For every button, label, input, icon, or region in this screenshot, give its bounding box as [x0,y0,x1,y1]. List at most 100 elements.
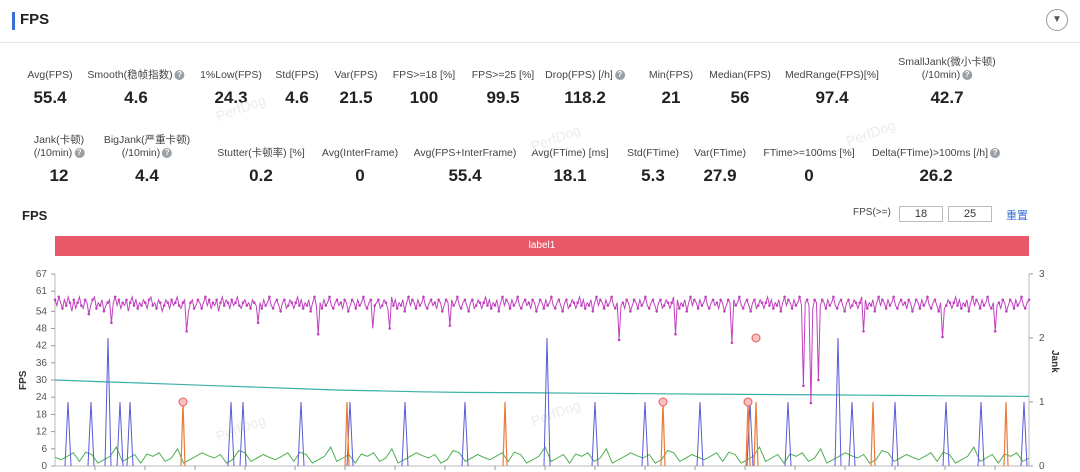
fps-point [407,295,410,299]
fps-point [166,301,170,304]
reset-button[interactable]: 重置 [1006,210,1028,222]
y2-tick-label: 2 [1039,333,1045,344]
fps-point [358,304,361,307]
metric-value: 99.5 [486,88,520,107]
fps-point [809,401,813,405]
fps-point [418,304,422,307]
fps-point [565,298,568,302]
fps-point [1005,310,1008,313]
fps-point [756,304,760,307]
metric-metrics_row2-1: BigJank(严重卡顿) (/10min)? 4.4 [104,134,190,186]
metric-label: Var(FTime) [694,147,746,159]
metric-value: 100 [409,88,439,107]
fps-point [576,301,579,304]
fps-point [1001,298,1004,302]
collapse-icon[interactable]: ▼ [1046,9,1068,31]
jank-spike [891,401,899,467]
y-tick-label: 6 [41,444,47,455]
help-icon[interactable]: ? [174,70,185,81]
fps-point [128,301,132,304]
help-icon[interactable]: ? [614,70,625,81]
fps-threshold-input-2[interactable] [948,206,992,222]
metric-metrics_row2-4: Avg(FPS+InterFrame) 55.4 [414,147,517,186]
fps-point [403,310,407,313]
metric-metrics_row2-2: Stutter(卡顿率) [%] 0.2 [217,147,305,186]
fps-point [437,298,440,302]
fps-point [881,298,884,302]
fps-point [113,295,117,299]
fps-point [520,307,523,310]
fps-point [238,304,241,307]
metric-metrics_row1-9: Median(FPS) 56 [709,69,771,108]
fps-point [572,301,576,304]
fps-point [380,304,384,307]
fps-filter-label: FPS(>=) [853,207,891,218]
fps-point [760,301,764,304]
fps-point [309,310,313,313]
fps-point [670,301,673,304]
fps-point [561,310,564,313]
fps-point [234,301,237,304]
fps-point [316,332,320,336]
metric-value: 12 [49,166,69,185]
fps-point [508,307,512,310]
fps-point [136,307,139,310]
fps-point [219,301,222,304]
fps-point [305,304,309,307]
fps-point [226,301,230,304]
bigjank-spike [660,401,666,467]
fps-point [91,298,94,302]
label-bar[interactable]: label1 [55,236,1029,256]
jank-spike [401,401,409,467]
jank-spike [126,401,134,467]
fps-point [832,295,835,299]
fps-point [798,295,801,299]
fps-point [328,295,331,299]
metric-metrics_row1-10: MedRange(FPS)[%] 97.4 [785,69,879,108]
fps-point [463,298,467,302]
fps-point [362,295,365,299]
section-header: FPS ▼ [0,0,1080,43]
fps-point [275,298,279,302]
fps-point [200,307,203,310]
fps-point [696,307,700,310]
help-icon[interactable]: ? [162,148,173,159]
fps-point [730,341,734,345]
y-tick-label: 67 [36,269,48,280]
metric-metrics_row2-8: FTime>=100ms [%] 0 [763,147,854,186]
metric-metrics_row1-4: Var(FPS) 21.5 [335,69,378,108]
fps-point [1027,298,1031,302]
y-tick-label: 48 [36,323,48,334]
metric-metrics_row2-5: Avg(FTime) [ms] 18.1 [531,147,608,186]
fps-point [478,301,482,304]
fps-chart[interactable]: 67 61 54 48 42 36 30 24 18 12 6 0 3 2 1 0 FPS Jank [0,262,1080,472]
fps-point [140,304,143,307]
fps-point [681,304,685,307]
fps-point [117,298,121,302]
fps-point [993,330,997,333]
help-icon[interactable]: ? [990,148,1001,159]
bigjank-spike [1003,401,1009,467]
fps-point [283,298,286,302]
fps-point [734,304,737,307]
fps-point [448,324,452,327]
fps-threshold-input-1[interactable] [899,206,943,222]
metric-value: 55.4 [33,88,67,107]
fps-point [869,304,873,307]
metric-label: FPS>=18 [%] [392,69,456,81]
y2-tick-label: 0 [1039,461,1045,472]
fps-point [339,301,343,304]
fps-point [617,338,621,342]
help-icon[interactable]: ? [962,70,973,81]
fps-point [531,298,534,302]
metric-metrics_row1-11: SmallJank(微小卡顿) (/10min)? 42.7 [898,56,995,108]
fps-point [824,307,828,310]
y-tick-label: 36 [36,358,48,369]
fps-point [971,295,974,299]
help-icon[interactable]: ? [74,148,85,159]
fps-point [279,310,282,313]
fps-point [95,307,98,310]
fps-point [147,298,151,302]
fps-point [68,301,72,304]
fps-point [835,307,839,310]
